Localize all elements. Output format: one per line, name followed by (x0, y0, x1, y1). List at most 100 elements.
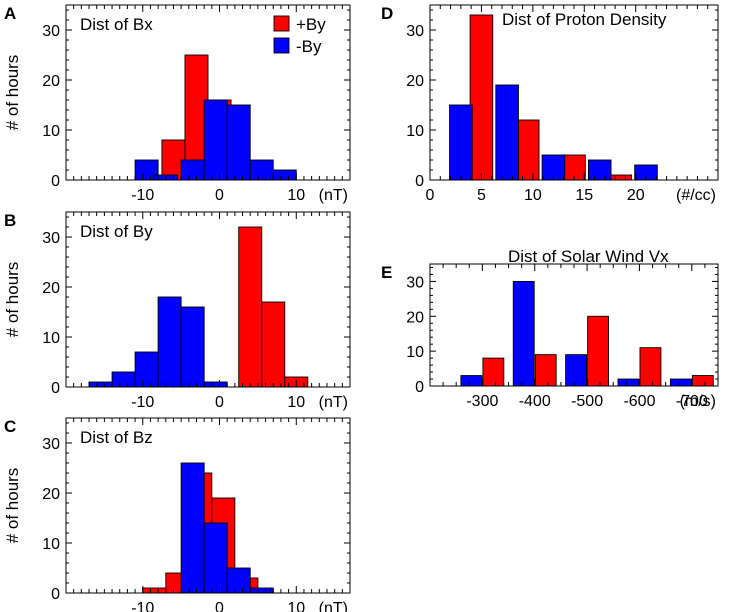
x-tick-label: 20 (627, 187, 645, 204)
bar-minus-by (460, 375, 483, 387)
panel-letter: B (4, 211, 16, 230)
bar-plus-by (608, 174, 633, 181)
x-unit-label: (nT) (319, 600, 348, 612)
bar-minus-by (134, 351, 159, 388)
panel-title: Dist of By (80, 222, 153, 241)
x-tick-label: -400 (519, 393, 551, 410)
panel-b: B Dist of By # of hours 0 10 20 30 -10 0 10 (nT) (3, 211, 351, 411)
bar-plus-by (261, 301, 286, 388)
panel-title: Dist of Bz (80, 428, 153, 447)
y-tick-label: 20 (406, 309, 424, 326)
y-tick-label: 10 (42, 123, 60, 140)
plot-frame (65, 211, 351, 388)
bar-minus-by (249, 587, 274, 594)
y-tick-label: 0 (51, 173, 60, 190)
bar-minus-by (226, 567, 251, 594)
x-unit-label: (nT) (319, 187, 348, 204)
panel-letter: E (381, 263, 392, 282)
bar-minus-by (180, 306, 205, 388)
bar-minus-by (203, 522, 228, 594)
bar-minus-by (180, 159, 205, 181)
x-tick-label: -10 (131, 394, 154, 411)
legend-label-plus-by: +By (296, 15, 326, 34)
plot-frame (65, 4, 351, 181)
panel-title: Dist of Proton Density (502, 10, 667, 29)
y-tick-label: 30 (42, 23, 60, 40)
bar-minus-by (88, 381, 113, 388)
x-tick-label: 0 (215, 394, 224, 411)
bar-minus-by (203, 99, 228, 181)
bar-minus-by (272, 169, 297, 181)
x-tick-label: 10 (524, 187, 542, 204)
y-tick-label: 0 (51, 380, 60, 397)
bar-minus-by (449, 104, 473, 181)
x-tick-label: 0 (215, 187, 224, 204)
bar-minus-by (565, 354, 588, 387)
x-tick-label: 10 (287, 600, 305, 612)
y-tick-label: 30 (406, 274, 424, 291)
y-tick-label: 30 (42, 230, 60, 247)
x-unit-label: (nT) (319, 394, 348, 411)
bar-plus-by (142, 587, 167, 594)
y-tick-label: 10 (42, 536, 60, 553)
panel-e: E Dist of Solar Wind Vx 0 10 20 30 -300 -400 -50… (381, 247, 719, 410)
x-tick-label: 10 (287, 187, 305, 204)
bar-minus-by (111, 371, 136, 388)
x-tick-label: 15 (575, 187, 593, 204)
x-tick-label: -700 (676, 393, 708, 410)
bar-minus-by (203, 381, 228, 388)
bar-plus-by (587, 315, 610, 387)
y-tick-label: 10 (406, 344, 424, 361)
bar-plus-by (469, 14, 494, 181)
x-tick-label: 5 (477, 187, 486, 204)
y-tick-label: 20 (406, 73, 424, 90)
y-tick-label: 30 (406, 23, 424, 40)
y-tick-label: 10 (42, 330, 60, 347)
x-tick-label: 0 (215, 600, 224, 612)
bar-plus-by (482, 357, 505, 387)
x-unit-label: (m/s) (680, 393, 716, 410)
bar-plus-by (691, 375, 714, 387)
y-tick-label: 10 (406, 123, 424, 140)
y-tick-label: 0 (51, 586, 60, 603)
bar-plus-by (515, 119, 540, 181)
y-tick-label: 30 (42, 436, 60, 453)
x-tick-label: -300 (466, 393, 498, 410)
legend-label-minus-by: -By (296, 37, 322, 56)
panel-letter: C (4, 417, 16, 436)
panel-title: Dist of Solar Wind Vx (508, 247, 669, 266)
bar-minus-by (512, 280, 535, 387)
panel-letter: D (381, 4, 393, 23)
bar-plus-by (534, 354, 557, 387)
bar-minus-by (226, 104, 251, 181)
y-axis-label: # of hours (3, 262, 22, 338)
legend-swatch-minus-by (273, 37, 290, 54)
bar-plus-by (639, 347, 662, 387)
bar-minus-by (180, 462, 205, 594)
y-tick-label: 20 (42, 486, 60, 503)
panel-a: A Dist of Bx # of hours 0 10 20 30 -10 0 10 (nT) (3, 4, 351, 204)
bar-minus-by (249, 159, 274, 181)
y-tick-label: 0 (415, 379, 424, 396)
y-tick-label: 20 (42, 73, 60, 90)
plot-frame (65, 417, 351, 594)
x-tick-label: 10 (287, 394, 305, 411)
bar-minus-by (157, 296, 182, 388)
panel-letter: A (4, 4, 16, 23)
panel-title: Dist of Bx (80, 15, 153, 34)
bar-plus-by (238, 226, 263, 388)
x-tick-label: 0 (426, 187, 435, 204)
bar-minus-by (495, 84, 519, 181)
legend: +By -By (273, 15, 326, 56)
y-tick-label: 0 (415, 173, 424, 190)
y-axis-label: # of hours (3, 468, 22, 544)
bar-minus-by (617, 378, 640, 387)
x-tick-label: -10 (131, 187, 154, 204)
panel-c: C Dist of Bz # of hours 0 10 20 30 -10 0 10 (nT) (3, 417, 351, 612)
x-tick-label: -10 (131, 600, 154, 612)
x-unit-label: (#/cc) (676, 187, 716, 204)
panel-d: D Dist of Proton Density 0 10 20 30 0 5 10 15 20 (#… (381, 4, 719, 204)
bar-minus-by (587, 159, 612, 181)
y-axis-label: # of hours (3, 55, 22, 131)
